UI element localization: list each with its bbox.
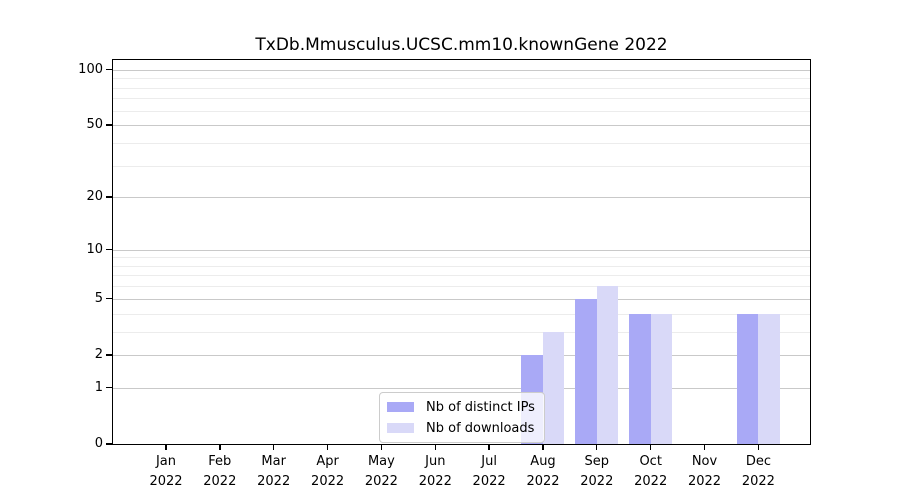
minor-gridline-60 bbox=[113, 110, 810, 112]
y-tick-mark-5 bbox=[106, 298, 112, 300]
bar-nb-of-downloads-aug-2022 bbox=[542, 331, 565, 444]
minor-gridline-30 bbox=[113, 165, 810, 167]
y-tick-mark-20 bbox=[106, 196, 112, 198]
major-gridline-2 bbox=[113, 354, 810, 356]
y-tick-label-1: 1 bbox=[94, 379, 103, 395]
legend: Nb of distinct IPs Nb of downloads bbox=[379, 392, 545, 443]
x-tick-label-8: Sep 2022 bbox=[580, 454, 614, 489]
bar-nb-of-distinct-ips-sep-2022 bbox=[575, 298, 597, 444]
x-tick-mark-5 bbox=[434, 444, 436, 450]
y-tick-label-50: 50 bbox=[86, 117, 103, 133]
legend-label-distinct-ips: Nb of distinct IPs bbox=[426, 399, 535, 415]
bar-nb-of-distinct-ips-oct-2022 bbox=[629, 313, 651, 444]
x-tick-label-9: Oct 2022 bbox=[634, 454, 668, 489]
x-tick-mark-3 bbox=[326, 444, 329, 450]
major-gridline-100 bbox=[113, 69, 810, 71]
bar-nb-of-downloads-oct-2022 bbox=[650, 313, 673, 444]
x-tick-label-5: Jun 2022 bbox=[418, 454, 452, 489]
major-gridline-1 bbox=[113, 387, 810, 389]
major-gridline-20 bbox=[113, 197, 810, 199]
bar-nb-of-downloads-dec-2022 bbox=[758, 313, 780, 444]
minor-gridline-40 bbox=[113, 142, 810, 144]
x-tick-label-11: Dec 2022 bbox=[741, 454, 775, 489]
x-tick-mark-1 bbox=[219, 444, 221, 450]
minor-gridline-80 bbox=[113, 87, 810, 89]
y-tick-label-100: 100 bbox=[78, 61, 103, 77]
y-tick-label-2: 2 bbox=[94, 346, 103, 362]
legend-swatch-distinct-ips bbox=[387, 402, 414, 412]
y-tick-mark-10 bbox=[106, 248, 112, 251]
x-tick-label-7: Aug 2022 bbox=[526, 454, 560, 489]
major-gridline-10 bbox=[113, 249, 810, 251]
y-tick-label-10: 10 bbox=[86, 241, 103, 257]
minor-gridline-9 bbox=[113, 257, 810, 259]
x-tick-label-1: Feb 2022 bbox=[203, 454, 237, 489]
x-tick-mark-2 bbox=[273, 444, 275, 450]
minor-gridline-8 bbox=[113, 265, 810, 267]
legend-label-downloads: Nb of downloads bbox=[426, 420, 535, 436]
y-tick-mark-50 bbox=[106, 124, 112, 126]
legend-item-downloads: Nb of downloads bbox=[387, 420, 535, 436]
y-tick-mark-0 bbox=[106, 443, 112, 445]
minor-gridline-3 bbox=[113, 331, 810, 333]
minor-gridline-90 bbox=[113, 78, 810, 80]
major-gridline-50 bbox=[113, 125, 810, 127]
x-tick-label-0: Jan 2022 bbox=[149, 454, 183, 489]
minor-gridline-7 bbox=[113, 275, 810, 277]
bar-nb-of-distinct-ips-dec-2022 bbox=[736, 313, 759, 444]
x-tick-mark-4 bbox=[380, 444, 383, 450]
minor-gridline-6 bbox=[113, 286, 810, 288]
plot-area bbox=[113, 60, 810, 444]
y-tick-label-0: 0 bbox=[94, 436, 103, 451]
x-tick-mark-7 bbox=[542, 444, 544, 450]
x-tick-mark-10 bbox=[703, 444, 706, 450]
y-tick-label-5: 5 bbox=[94, 290, 103, 306]
x-tick-label-3: Apr 2022 bbox=[311, 454, 345, 489]
minor-gridline-4 bbox=[113, 313, 810, 315]
y-tick-mark-1 bbox=[106, 387, 112, 389]
x-tick-mark-6 bbox=[488, 444, 490, 450]
y-tick-mark-100 bbox=[106, 69, 112, 71]
legend-item-distinct-ips: Nb of distinct IPs bbox=[387, 399, 535, 415]
x-tick-mark-8 bbox=[596, 444, 598, 450]
x-tick-label-2: Mar 2022 bbox=[257, 454, 291, 489]
legend-swatch-downloads bbox=[387, 423, 414, 433]
y-tick-mark-2 bbox=[106, 354, 112, 356]
x-tick-label-6: Jul 2022 bbox=[472, 454, 506, 489]
y-tick-label-20: 20 bbox=[86, 189, 103, 205]
x-tick-mark-9 bbox=[650, 444, 652, 450]
x-tick-label-4: May 2022 bbox=[364, 454, 398, 489]
major-gridline-5 bbox=[113, 298, 810, 300]
x-tick-label-10: Nov 2022 bbox=[687, 454, 722, 489]
minor-gridline-70 bbox=[113, 98, 810, 100]
x-tick-mark-0 bbox=[165, 444, 167, 450]
bar-nb-of-downloads-sep-2022 bbox=[596, 286, 619, 444]
chart-title: TxDb.Mmusculus.UCSC.mm10.knownGene 2022 bbox=[255, 35, 668, 55]
x-tick-mark-11 bbox=[757, 444, 759, 450]
